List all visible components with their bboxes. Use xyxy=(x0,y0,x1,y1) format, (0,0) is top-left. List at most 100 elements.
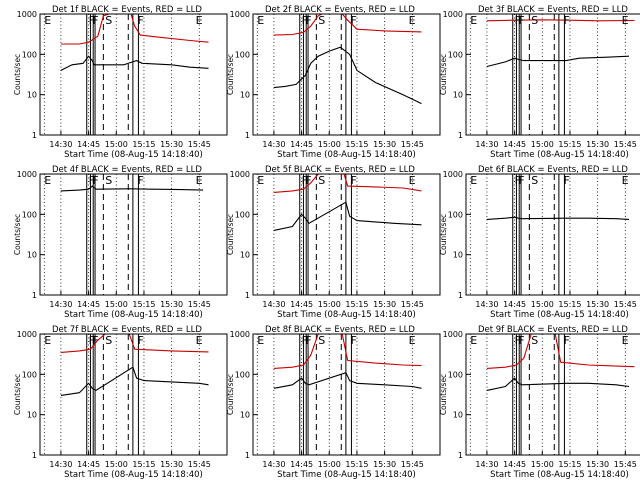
interval-letter: E xyxy=(44,174,51,187)
x-tick-label: 15:45 xyxy=(188,300,211,309)
y-tick-label: 1 xyxy=(458,451,463,460)
interval-letter: E xyxy=(196,174,203,187)
x-tick-label: 15:30 xyxy=(160,140,183,149)
interval-letter: S xyxy=(531,174,538,187)
y-tick-label: 1000 xyxy=(443,170,463,179)
series-group xyxy=(486,19,635,68)
x-axis-label: Start Time (08-Aug-15 14:18:40) xyxy=(490,470,629,480)
interval-letter: E xyxy=(409,14,416,27)
x-tick-label: 14:30 xyxy=(475,460,498,469)
x-tick-label: 15:30 xyxy=(160,300,183,309)
interval-letter: S xyxy=(318,174,325,187)
series-group xyxy=(60,185,204,192)
x-tick-label: 15:15 xyxy=(132,460,155,469)
x-tick-label: 15:45 xyxy=(614,300,637,309)
x-tick-label: 15:00 xyxy=(531,140,554,149)
y-tick-label: 100 xyxy=(235,370,250,379)
x-tick-label: 14:30 xyxy=(49,140,72,149)
x-tick-label: 15:15 xyxy=(345,460,368,469)
panel-title: Det 3f BLACK = Events, RED = LLD xyxy=(478,5,628,15)
plot-frame xyxy=(252,173,441,296)
series-group xyxy=(60,14,209,71)
interval-letter: E xyxy=(257,174,264,187)
interval-letter: E xyxy=(257,334,264,347)
interval-letter: S xyxy=(318,14,325,27)
interval-letter: S xyxy=(105,334,112,347)
events-series-line xyxy=(60,55,209,71)
x-axis-label: Start Time (08-Aug-15 14:18:40) xyxy=(64,310,203,320)
interval-letter: E xyxy=(257,14,264,27)
events-series-line xyxy=(273,372,422,389)
plot-frame xyxy=(465,333,640,456)
y-tick-label: 1 xyxy=(32,131,37,140)
y-tick-label: 10 xyxy=(240,411,250,420)
y-tick-label: 100 xyxy=(448,210,463,219)
x-tick-label: 15:30 xyxy=(586,300,609,309)
x-tick-label: 14:45 xyxy=(503,300,526,309)
panel-title: Det 9f BLACK = Events, RED = LLD xyxy=(478,325,628,335)
y-tick-label: 1 xyxy=(32,451,37,460)
y-tick-label: 1000 xyxy=(443,10,463,19)
lld-series-line xyxy=(486,334,635,369)
x-tick-label: 14:30 xyxy=(262,460,285,469)
y-axis-label: Counts/sec xyxy=(226,214,235,255)
y-tick-label: 1000 xyxy=(230,330,250,339)
y-tick-label: 1000 xyxy=(443,330,463,339)
interval-letter: F xyxy=(305,14,311,27)
x-tick-label: 15:15 xyxy=(345,300,368,309)
interval-letter: F xyxy=(563,14,569,27)
x-tick-label: 15:30 xyxy=(373,300,396,309)
series-group xyxy=(60,334,209,396)
y-axis-label: Counts/sec xyxy=(13,214,22,255)
y-axis-label: Counts/sec xyxy=(226,374,235,415)
y-tick-label: 1 xyxy=(245,291,250,300)
plot-frame xyxy=(252,333,441,456)
panel-title: Det 8f BLACK = Events, RED = LLD xyxy=(265,325,415,335)
interval-letter: S xyxy=(531,14,538,27)
y-tick-label: 10 xyxy=(240,91,250,100)
y-tick-label: 100 xyxy=(22,50,37,59)
interval-letter: F xyxy=(563,174,569,187)
y-axis-label: Counts/sec xyxy=(13,54,22,95)
lld-series-line xyxy=(273,174,422,193)
x-tick-label: 15:45 xyxy=(401,300,424,309)
interval-letter: E xyxy=(622,174,629,187)
x-axis-label: Start Time (08-Aug-15 14:18:40) xyxy=(490,310,629,320)
interval-letter: E xyxy=(622,334,629,347)
y-tick-label: 100 xyxy=(235,50,250,59)
x-tick-label: 15:45 xyxy=(614,460,637,469)
interval-letter: F xyxy=(89,14,95,27)
y-tick-label: 1 xyxy=(458,291,463,300)
interval-letter: E xyxy=(622,14,629,27)
x-tick-label: 15:15 xyxy=(558,460,581,469)
lld-series-line xyxy=(60,334,209,353)
interval-letter: E xyxy=(196,14,203,27)
plot-frame xyxy=(39,13,228,136)
x-tick-label: 15:00 xyxy=(105,460,128,469)
x-tick-label: 15:30 xyxy=(586,140,609,149)
y-tick-label: 10 xyxy=(453,251,463,260)
y-axis-label: Counts/sec xyxy=(226,54,235,95)
x-tick-label: 14:45 xyxy=(77,140,100,149)
interval-letter: F xyxy=(89,334,95,347)
x-axis-label: Start Time (08-Aug-15 14:18:40) xyxy=(490,150,629,160)
interval-letter: F xyxy=(92,334,98,347)
series-group xyxy=(273,334,422,389)
x-tick-label: 14:45 xyxy=(290,460,313,469)
interval-letter: E xyxy=(470,174,477,187)
series-group xyxy=(486,216,630,220)
events-series-line xyxy=(60,185,204,192)
x-tick-label: 14:30 xyxy=(262,300,285,309)
plot-frame xyxy=(39,333,228,456)
x-tick-label: 14:30 xyxy=(475,300,498,309)
y-tick-label: 1000 xyxy=(230,10,250,19)
x-tick-label: 15:15 xyxy=(558,300,581,309)
y-tick-label: 1000 xyxy=(17,330,37,339)
x-tick-label: 15:45 xyxy=(401,460,424,469)
